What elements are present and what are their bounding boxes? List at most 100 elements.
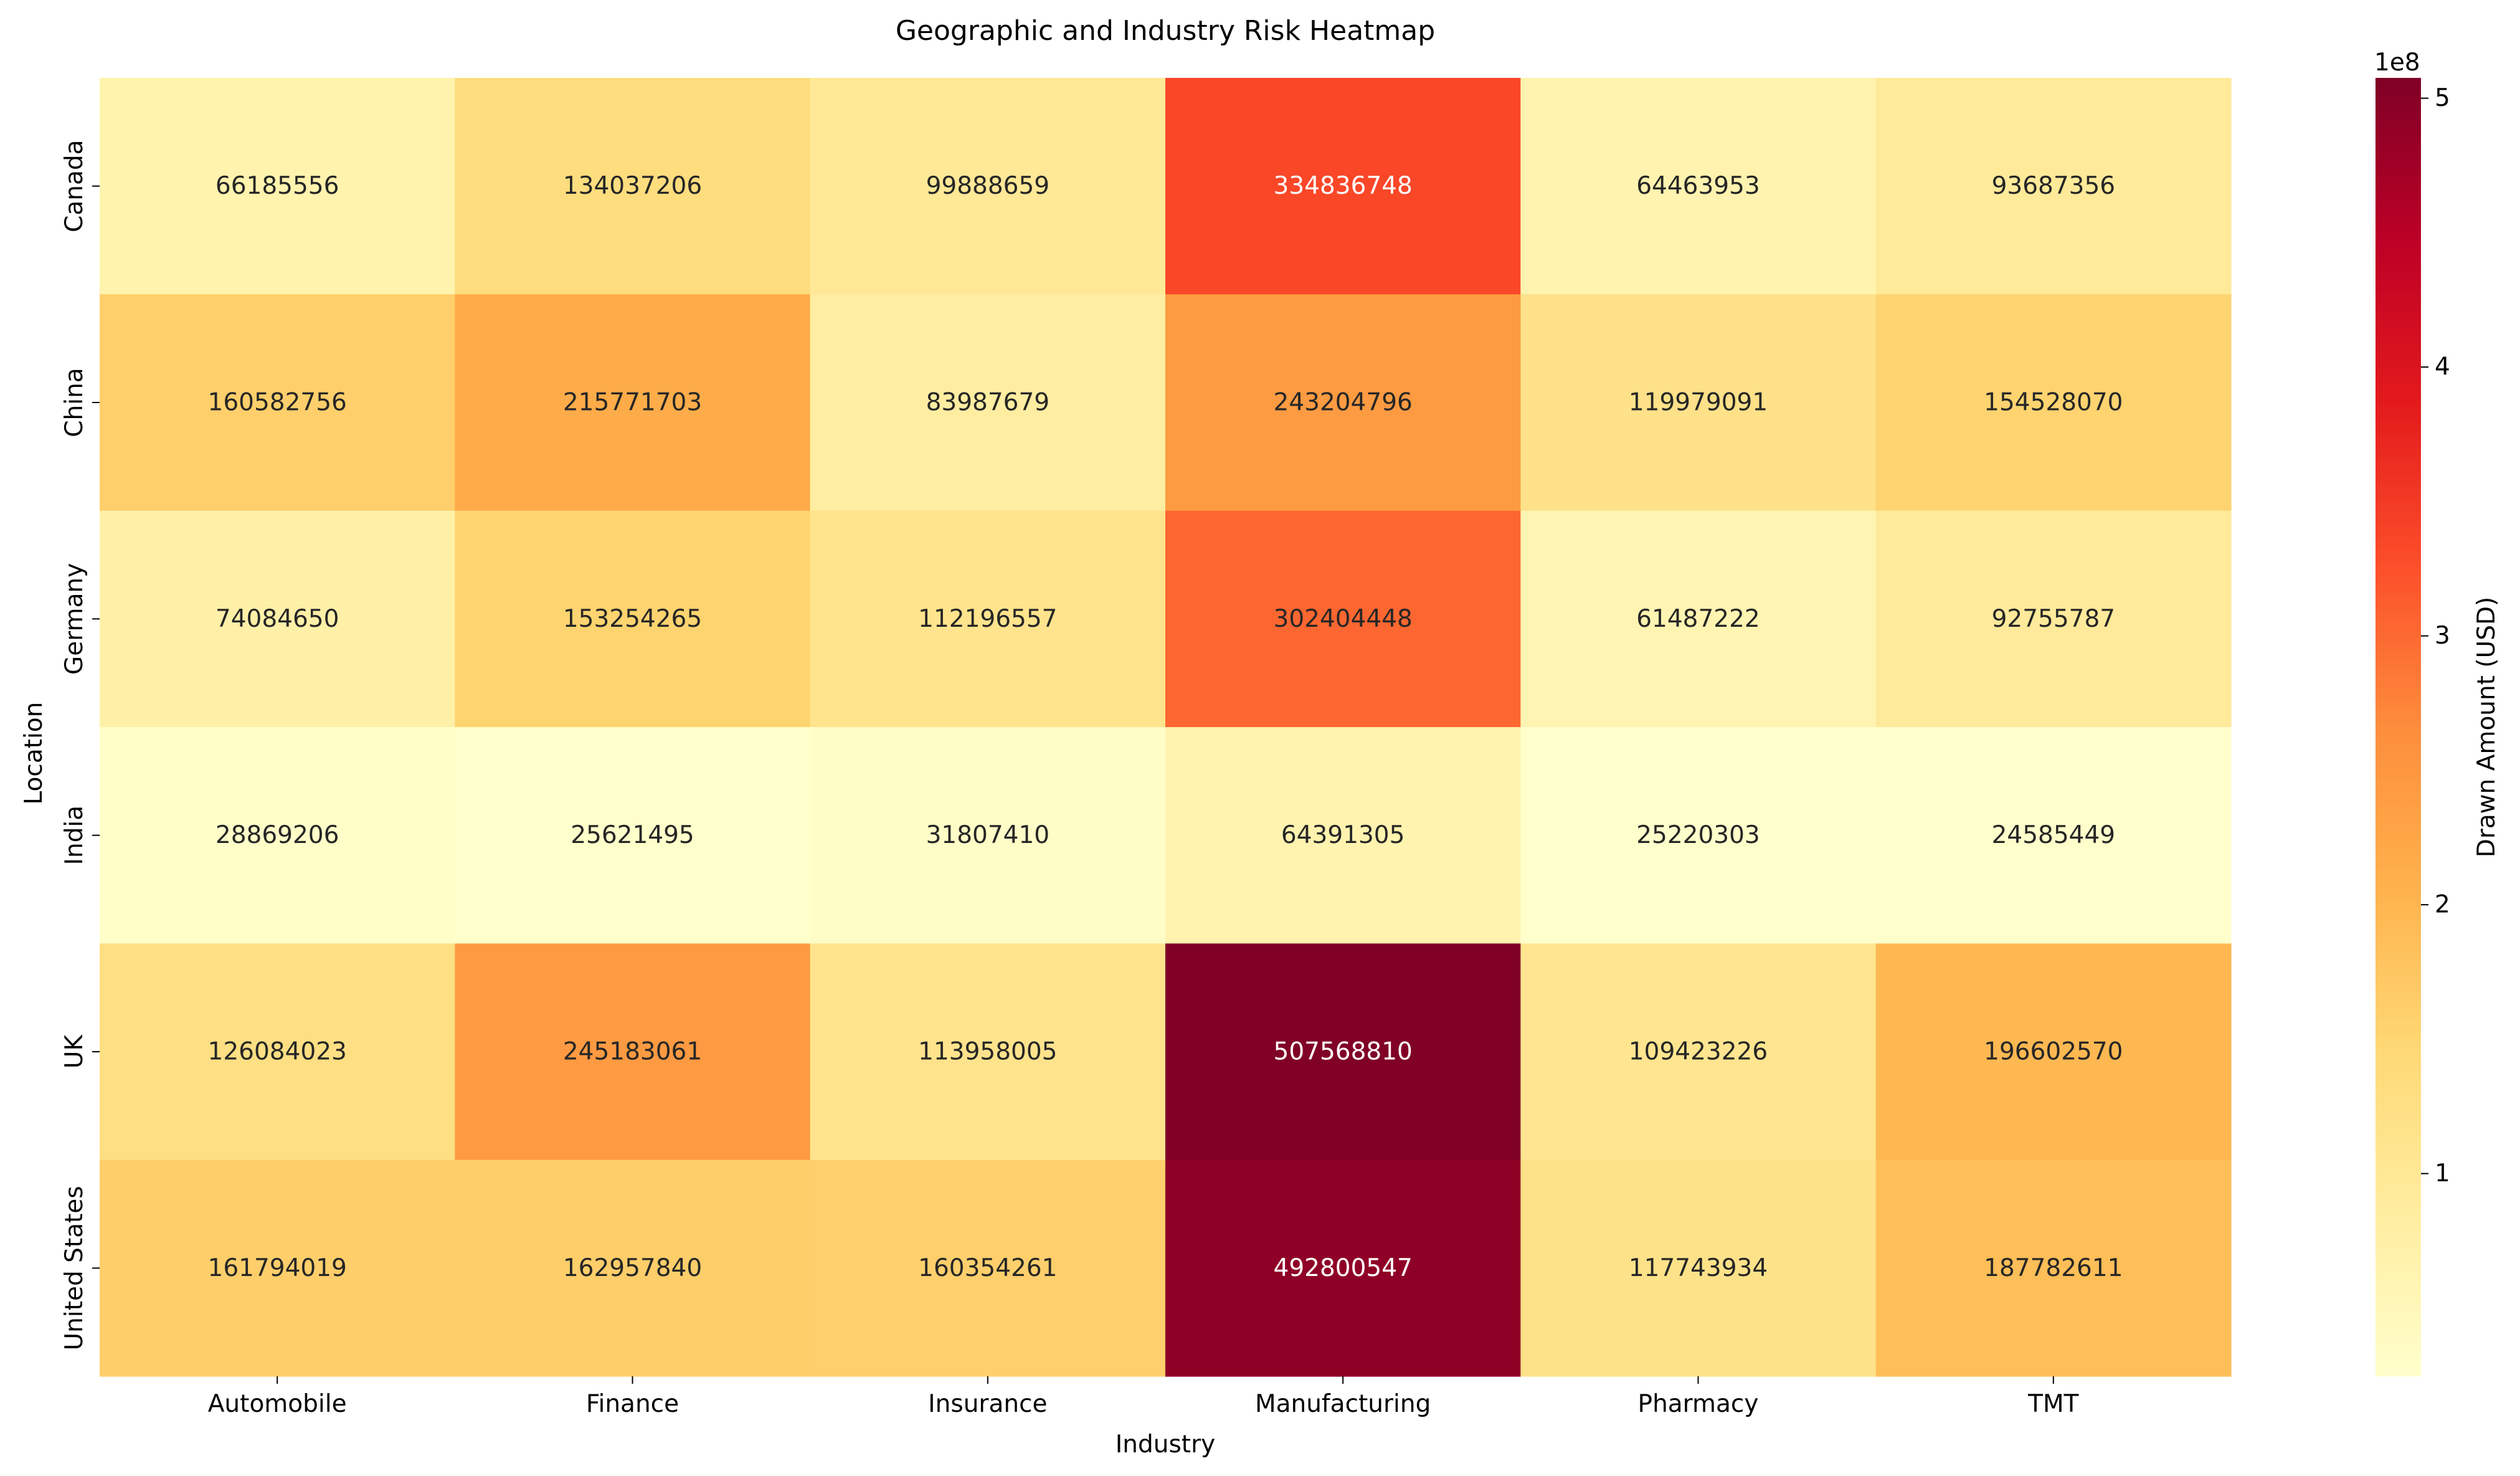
x-tick-label: Pharmacy (1638, 1390, 1759, 1418)
cell-value-label: 113958005 (918, 1038, 1057, 1066)
heatmap-cell-china-pharmacy (1520, 294, 1877, 512)
heatmap-cell-china-finance (455, 294, 811, 512)
heatmap-cell-uk-insurance (810, 943, 1166, 1161)
cell-value-label: 492800547 (1274, 1254, 1413, 1282)
x-tick-label: Insurance (928, 1390, 1047, 1418)
x-tick-label: Finance (586, 1390, 679, 1418)
cell-value-label: 196602570 (1984, 1038, 2123, 1066)
cell-value-label: 28869206 (216, 821, 339, 849)
heatmap-cell-uk-manufacturing (1165, 943, 1521, 1161)
y-tick-label: Canada (60, 140, 88, 232)
colorbar-ticks: 1 2 3 4 5 (2421, 84, 2450, 1188)
cell-value-label: 112196557 (918, 605, 1057, 633)
cell-value-label: 334836748 (1274, 172, 1413, 200)
heatmap-cell-china-insurance (810, 294, 1166, 512)
heatmap-cell-uk-tmt (1875, 943, 2232, 1161)
heatmap-cell-germany-manufacturing (1165, 510, 1521, 728)
cell-value-label: 83987679 (926, 389, 1050, 417)
chart-title: Geographic and Industry Risk Heatmap (896, 15, 1435, 47)
colorbar-tick-label: 3 (2435, 622, 2450, 650)
cell-value-label: 160354261 (918, 1254, 1057, 1282)
y-tick-label: United States (60, 1186, 88, 1350)
heatmap-cell-canada-automobile (100, 78, 455, 295)
cell-value-label: 507568810 (1274, 1038, 1413, 1066)
cell-value-label: 243204796 (1274, 389, 1413, 417)
cell-value-label: 302404448 (1274, 605, 1413, 633)
cell-value-label: 245183061 (563, 1038, 702, 1066)
cell-value-label: 74084650 (216, 605, 339, 633)
cell-value-label: 99888659 (926, 172, 1050, 200)
heatmap-cell-china-manufacturing (1165, 294, 1521, 512)
heatmap-cell-india-pharmacy (1520, 727, 1877, 944)
y-tick-label: India (60, 806, 88, 865)
cell-value-label: 187782611 (1984, 1254, 2123, 1282)
heatmap-cell-germany-finance (455, 510, 811, 728)
y-axis: Canada China Germany India UK United States (60, 140, 100, 1350)
colorbar-tick-label: 5 (2435, 84, 2450, 112)
x-tick-label: Manufacturing (1255, 1390, 1431, 1418)
cell-value-label: 31807410 (926, 821, 1050, 849)
heatmap-cell-india-tmt (1875, 727, 2232, 944)
cell-value-label: 61487222 (1636, 605, 1760, 633)
cell-value-label: 161794019 (208, 1254, 347, 1282)
cell-value-label: 25621495 (571, 821, 694, 849)
heatmap-cell-united-states-insurance (810, 1159, 1166, 1377)
heatmap-cell-united-states-manufacturing (1165, 1159, 1521, 1377)
heatmap-cell-china-tmt (1875, 294, 2232, 512)
heatmap-cell-germany-tmt (1875, 510, 2232, 728)
cell-value-label: 154528070 (1984, 389, 2123, 417)
x-tick-label: TMT (2027, 1390, 2078, 1418)
heatmap-cell-india-finance (455, 727, 811, 944)
x-axis: Automobile Finance Insurance Manufacturing P… (208, 1376, 2079, 1418)
cell-value-label: 66185556 (216, 172, 339, 200)
heatmap-cell-germany-insurance (810, 510, 1166, 728)
x-tick-label: Automobile (208, 1390, 347, 1418)
cell-value-label: 93687356 (1992, 172, 2116, 200)
cell-value-label: 24585449 (1992, 821, 2116, 849)
cell-value-label: 64391305 (1281, 821, 1405, 849)
cell-value-label: 92755787 (1992, 605, 2116, 633)
heatmap-cell-uk-automobile (100, 943, 455, 1161)
heatmap-cell-canada-insurance (810, 78, 1166, 295)
heatmap-cell-united-states-automobile (100, 1159, 455, 1377)
heatmap-cell-canada-manufacturing (1165, 78, 1521, 295)
colorbar-title: Drawn Amount (USD) (2473, 597, 2501, 857)
cell-value-label: 109423226 (1629, 1038, 1768, 1066)
heatmap-cell-united-states-pharmacy (1520, 1159, 1877, 1377)
cell-value-label: 162957840 (563, 1254, 702, 1282)
cell-value-label: 134037206 (563, 172, 702, 200)
cell-value-label: 160582756 (208, 389, 347, 417)
heatmap-cell-china-automobile (100, 294, 455, 512)
heatmap-cell-canada-pharmacy (1520, 78, 1877, 295)
colorbar-tick-label: 4 (2435, 353, 2450, 381)
y-tick-label: China (60, 368, 88, 437)
cell-value-label: 126084023 (208, 1038, 347, 1066)
colorbar-tick-label: 1 (2435, 1159, 2450, 1188)
heatmap-cell-india-automobile (100, 727, 455, 944)
heatmap-cell-india-manufacturing (1165, 727, 1521, 944)
cell-value-label: 215771703 (563, 389, 702, 417)
heatmap-cell-united-states-tmt (1875, 1159, 2232, 1377)
cell-value-label: 117743934 (1629, 1254, 1768, 1282)
heatmap-cell-uk-pharmacy (1520, 943, 1877, 1161)
heatmap-cell-canada-finance (455, 78, 811, 295)
heatmap-cell-india-insurance (810, 727, 1166, 944)
cell-value-label: 64463953 (1636, 172, 1760, 200)
colorbar-gradient (2376, 78, 2421, 1376)
heatmap-cells: 66185556 134037206 99888659 334836748 644639… (100, 78, 2232, 1377)
cell-value-label: 153254265 (563, 605, 702, 633)
cell-value-label: 25220303 (1636, 821, 1760, 849)
heatmap-cell-germany-pharmacy (1520, 510, 1877, 728)
colorbar-offset-text: 1e8 (2374, 49, 2420, 77)
colorbar-tick-label: 2 (2435, 891, 2450, 919)
y-axis-title: Location (20, 702, 48, 805)
heatmap-cell-canada-tmt (1875, 78, 2232, 295)
y-tick-label: Germany (60, 563, 88, 675)
cell-value-label: 119979091 (1629, 389, 1768, 417)
colorbar: 1 2 3 4 5 1e8 Drawn Amount (USD) (2374, 49, 2501, 1376)
heatmap-cell-uk-finance (455, 943, 811, 1161)
y-tick-label: UK (60, 1034, 88, 1069)
x-axis-title: Industry (1116, 1431, 1215, 1459)
heatmap-cell-united-states-finance (455, 1159, 811, 1377)
